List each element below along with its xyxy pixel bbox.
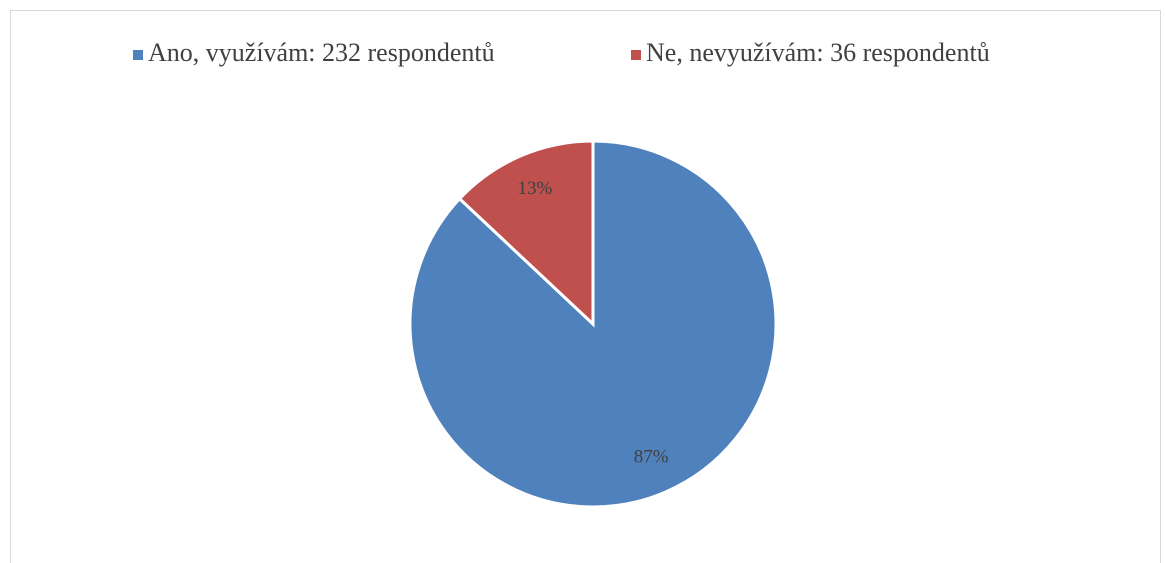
legend-marker <box>133 50 143 60</box>
legend-label: Ano, využívám: 232 respondentů <box>148 38 495 67</box>
legend-label: Ne, nevyužívám: 36 respondentů <box>646 38 990 67</box>
data-label: 87% <box>634 447 669 468</box>
pie-slice <box>457 139 595 328</box>
chart-border <box>10 10 1161 563</box>
data-label: 13% <box>517 178 552 199</box>
legend-marker <box>631 50 641 60</box>
